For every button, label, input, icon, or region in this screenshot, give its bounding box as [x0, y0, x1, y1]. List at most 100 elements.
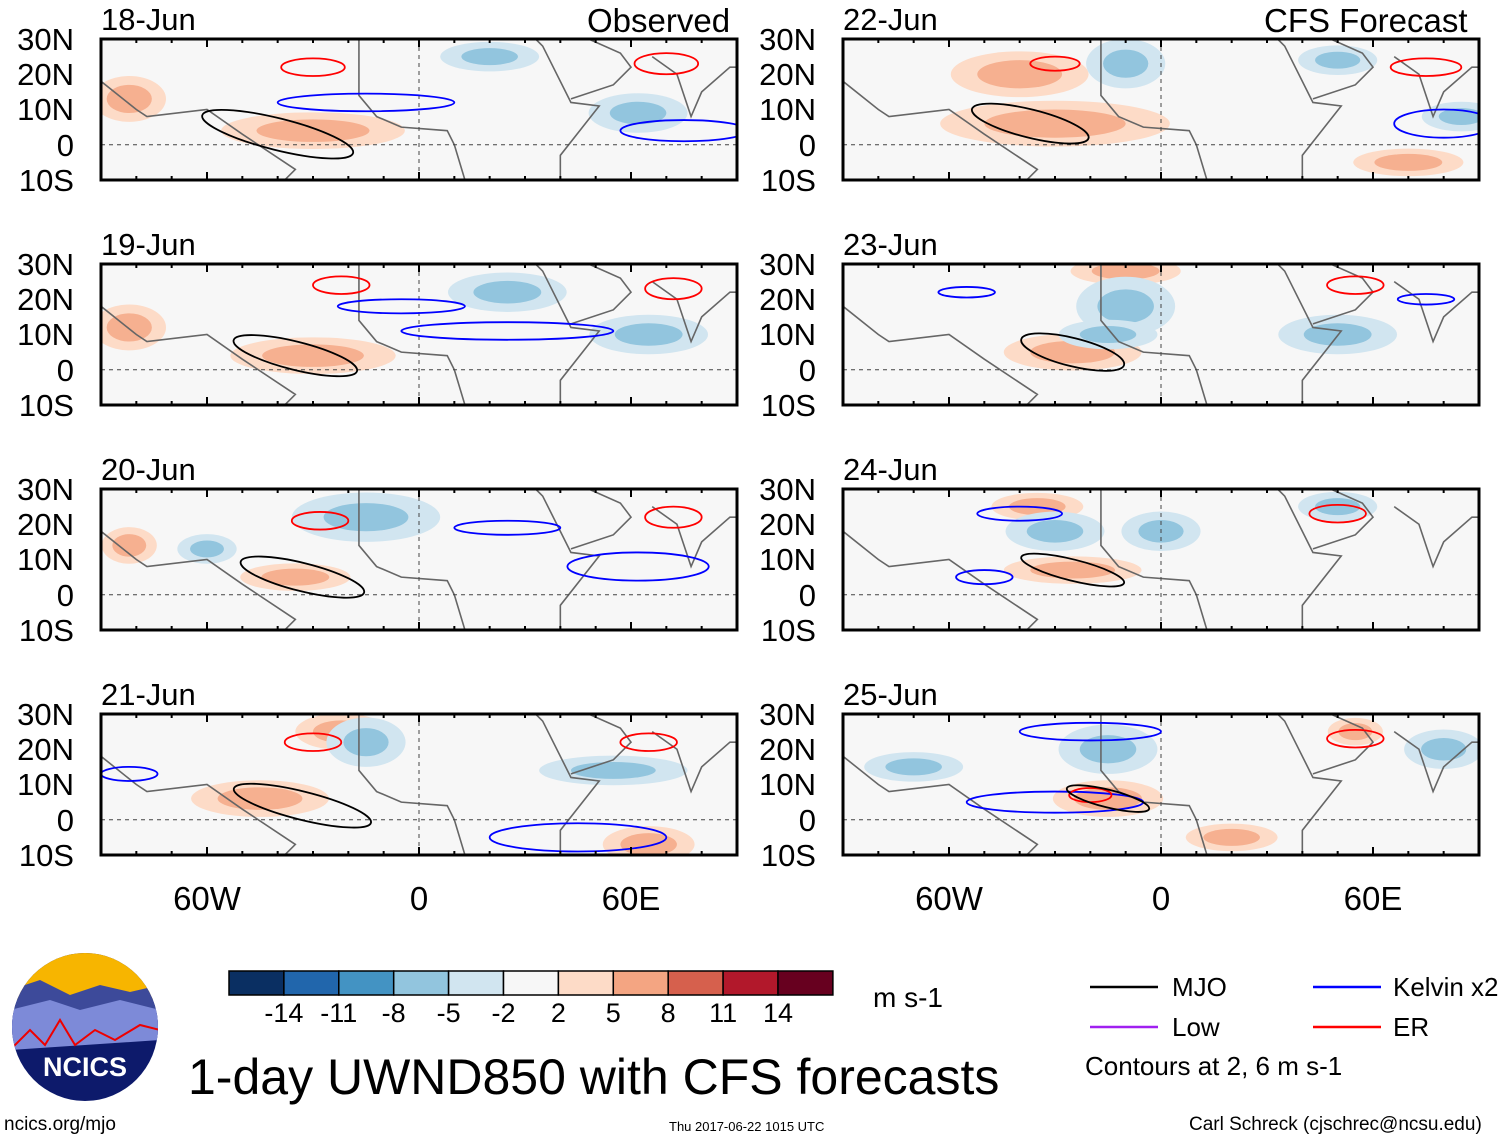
- colorbar-swatch: [502, 970, 560, 996]
- lat-label: 0: [798, 577, 816, 613]
- colorbar-label: 14: [762, 998, 794, 1028]
- coastline: [101, 489, 737, 630]
- logo-text: NCICS: [43, 1052, 127, 1082]
- colorbar-swatch: [777, 970, 834, 996]
- lat-label: 0: [798, 127, 816, 163]
- negative-anomaly-shading: [609, 101, 667, 125]
- footer-timestamp: Thu 2017-06-22 1015 UTC: [669, 1119, 825, 1134]
- legend-low-label: Low: [1172, 1012, 1220, 1042]
- lat-label: 30N: [17, 697, 74, 732]
- colorbar-swatch: [392, 970, 450, 996]
- mjo-contour: [1020, 552, 1126, 588]
- er-contour: [312, 275, 371, 295]
- map-panel-25-Jun: [841, 712, 1481, 857]
- lon-label: 0: [1151, 880, 1171, 917]
- er-contour: [283, 732, 343, 752]
- lat-label: 10S: [18, 162, 74, 198]
- negative-anomaly-shading: [1079, 735, 1137, 764]
- er-contour: [280, 57, 346, 77]
- colorbar-label: -5: [436, 998, 461, 1028]
- er-contour: [644, 277, 703, 301]
- colorbar-swatch: [612, 970, 669, 996]
- logo-inner: [12, 953, 158, 1101]
- map-panel-19-Jun: [99, 262, 739, 407]
- mjo-contour: [232, 782, 372, 829]
- kelvin-contour: [937, 286, 996, 299]
- shading: [101, 492, 441, 591]
- positive-anomaly-shading: [217, 787, 303, 810]
- map-background: [843, 714, 1479, 855]
- map-panel-24-Jun: [841, 487, 1481, 632]
- lat-label: 20N: [759, 282, 816, 318]
- contours: [101, 732, 678, 853]
- map-panel-23-Jun: [841, 262, 1481, 407]
- coastline: [101, 264, 737, 405]
- mjo-contour: [232, 334, 359, 378]
- lat-label: 30N: [759, 247, 816, 282]
- mjo-contour: [1020, 332, 1126, 372]
- positive-anomaly-shading: [1203, 828, 1260, 846]
- lat-label: 10S: [760, 162, 816, 198]
- positive-anomaly-shading: [1030, 561, 1116, 579]
- footer-url[interactable]: ncics.org/mjo: [4, 1114, 116, 1135]
- contour-note: Contours at 2, 6 m s-1: [1085, 1051, 1343, 1081]
- coastline: [843, 489, 1479, 630]
- lon-label: 60W: [173, 880, 241, 917]
- positive-anomaly-shading: [977, 60, 1063, 89]
- negative-anomaly-shading: [885, 758, 942, 776]
- negative-anomaly-shading: [1079, 326, 1137, 343]
- lat-label: 0: [798, 352, 816, 388]
- mjo-contour: [970, 102, 1090, 145]
- logo-mountain: [12, 1000, 158, 1050]
- lat-label: 0: [798, 802, 816, 838]
- lat-label: 20N: [759, 732, 816, 768]
- positive-anomaly-shading: [984, 109, 1126, 138]
- kelvin-contour: [453, 519, 562, 536]
- map-background: [843, 489, 1479, 630]
- er-contour: [1029, 55, 1081, 72]
- positive-anomaly-shading: [1091, 264, 1160, 280]
- cfs-forecast-label: CFS Forecast: [1264, 2, 1468, 39]
- shading: [940, 39, 1479, 177]
- er-contour: [1326, 275, 1385, 295]
- coastline: [843, 264, 1479, 405]
- lat-label: 10N: [17, 767, 74, 803]
- colorbar-swatch: [338, 970, 395, 996]
- lat-label: 20N: [17, 57, 74, 93]
- ncics-logo: NCICS: [12, 953, 158, 1101]
- kelvin-contour: [400, 321, 615, 341]
- lon-label: 60E: [601, 880, 661, 917]
- mjo-contour: [239, 555, 366, 599]
- panel-date: 25-Jun: [843, 677, 938, 712]
- positive-anomaly-shading: [1338, 723, 1373, 741]
- kelvin-contour: [955, 569, 1014, 586]
- coastline: [843, 39, 1479, 180]
- shading: [864, 717, 1479, 852]
- er-contour: [1308, 503, 1367, 524]
- contours: [201, 52, 737, 160]
- er-contour: [633, 52, 700, 76]
- kelvin-contour: [488, 822, 668, 853]
- kelvin-contour: [1393, 108, 1479, 139]
- lat-label: 10N: [759, 92, 816, 128]
- lat-label: 10N: [17, 92, 74, 128]
- mjo-contour: [201, 108, 355, 160]
- lon-label: 60E: [1343, 880, 1403, 917]
- contours: [965, 721, 1385, 814]
- positive-anomaly-shading: [261, 568, 330, 586]
- lat-label: 30N: [759, 472, 816, 507]
- kelvin-contour: [1018, 721, 1162, 742]
- lat-label: 10N: [759, 767, 816, 803]
- lat-label: 10N: [17, 317, 74, 353]
- lat-label: 30N: [759, 22, 816, 57]
- shading: [101, 41, 688, 149]
- coastline: [101, 39, 737, 180]
- lat-label: 10N: [759, 542, 816, 578]
- lat-label: 20N: [17, 732, 74, 768]
- er-contour: [644, 505, 703, 529]
- lat-label: 20N: [17, 507, 74, 543]
- colorbar-swatch: [228, 970, 285, 996]
- negative-anomaly-shading: [1315, 498, 1361, 516]
- colorbar-label: 2: [550, 998, 566, 1028]
- lon-label: 60W: [915, 880, 983, 917]
